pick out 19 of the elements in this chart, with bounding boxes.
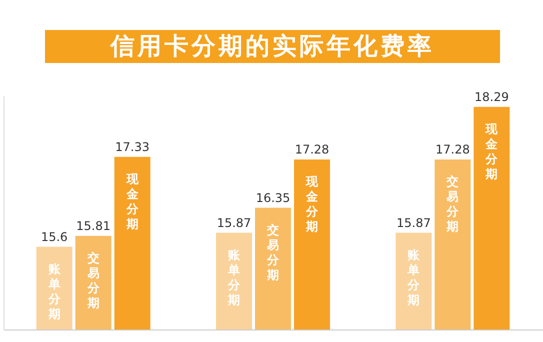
data-label: 15.87 bbox=[396, 216, 431, 230]
data-label: 16.35 bbox=[256, 190, 290, 205]
text: 现金分期 bbox=[306, 174, 318, 234]
text: 交易分期 bbox=[446, 174, 459, 234]
series-label: 现金分期 bbox=[125, 172, 140, 231]
data-label: 15.81 bbox=[76, 218, 111, 233]
series-label: 账单分期 bbox=[47, 262, 62, 321]
text: 交易分期 bbox=[267, 222, 280, 282]
text: 账单分期 bbox=[408, 248, 420, 307]
data-label: 17.28 bbox=[435, 142, 470, 156]
series-label: 交易分期 bbox=[86, 250, 100, 310]
chart-title: 信用卡分期的实际年化费率 bbox=[45, 30, 500, 63]
text: 现金分期 bbox=[486, 122, 498, 181]
data-label: 17.33 bbox=[115, 140, 150, 154]
text: 账单分期 bbox=[228, 248, 240, 307]
data-label: 17.28 bbox=[294, 142, 330, 156]
data-label: 15.6 bbox=[40, 230, 68, 244]
data-label: 15.87 bbox=[216, 216, 252, 230]
data-label: 18.29 bbox=[474, 90, 509, 104]
